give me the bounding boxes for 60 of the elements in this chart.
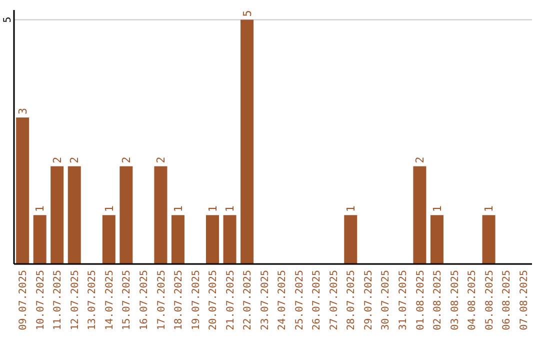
bar (33, 215, 46, 264)
x-tick-label: 12.07.2025 (70, 270, 81, 330)
data-label: 2 (414, 156, 427, 164)
x-tick-label: 15.07.2025 (122, 270, 133, 330)
data-label: 1 (344, 206, 358, 212)
x-tick-label: 09.07.2025 (18, 270, 30, 330)
x-tick-label: 21.07.2025 (225, 270, 236, 330)
bar (240, 20, 254, 264)
bar (68, 166, 81, 264)
data-label: 2 (68, 156, 82, 164)
x-tick-label: 29.07.2025 (363, 270, 374, 330)
x-tick-label: 19.07.2025 (190, 270, 202, 330)
data-label: 3 (16, 108, 30, 114)
data-label: 2 (154, 156, 168, 164)
x-tick-label: 14.07.2025 (104, 270, 116, 330)
bar (102, 215, 116, 264)
x-tick-label: 24.07.2025 (277, 270, 288, 330)
data-label: 2 (120, 156, 134, 164)
x-tick-label: 07.08.2025 (518, 270, 530, 330)
x-tick-label: 06.08.2025 (502, 270, 513, 330)
x-tick-label: 02.08.2025 (432, 270, 444, 330)
bar (206, 215, 220, 264)
bar (50, 166, 64, 264)
x-tick-label: 11.07.2025 (52, 270, 64, 330)
x-tick-label: 23.07.2025 (260, 270, 271, 330)
bar (171, 215, 184, 264)
data-label: 1 (102, 206, 116, 212)
bar (16, 117, 30, 264)
x-tick-label: 05.08.2025 (484, 270, 496, 330)
data-label: 5 (240, 10, 254, 17)
bar (223, 215, 236, 264)
x-tick-label: 16.07.2025 (139, 270, 150, 330)
x-tick-label: 13.07.2025 (87, 270, 98, 330)
data-label: 1 (206, 206, 220, 212)
data-label: 1 (430, 206, 444, 212)
bar (154, 166, 168, 264)
bar (413, 166, 426, 264)
x-tick-label: 25.07.2025 (294, 270, 306, 330)
bar (120, 166, 133, 264)
data-label: 1 (224, 206, 237, 212)
x-tick-label: 28.07.2025 (346, 270, 358, 330)
x-tick-label: 04.08.2025 (467, 270, 478, 330)
data-label: 1 (482, 206, 496, 212)
x-tick-label: 20.07.2025 (208, 270, 220, 330)
x-tick-label: 31.07.2025 (398, 270, 409, 330)
x-tick-label: 22.07.2025 (242, 270, 254, 330)
x-tick-label: 26.07.2025 (312, 270, 323, 330)
x-tick-label: 18.07.2025 (174, 270, 185, 330)
x-tick-label: 03.08.2025 (450, 270, 461, 330)
x-tick-label: 01.08.2025 (415, 270, 426, 330)
x-tick-label: 30.07.2025 (380, 270, 392, 330)
data-label: 1 (34, 206, 47, 212)
x-tick-label: 17.07.2025 (156, 270, 168, 330)
data-label: 1 (172, 206, 185, 212)
bar (430, 215, 444, 264)
data-label: 2 (50, 156, 64, 164)
x-tick-label: 10.07.2025 (35, 270, 46, 330)
bar (344, 215, 358, 264)
bar (482, 215, 496, 264)
x-tick-label: 27.07.2025 (328, 270, 340, 330)
